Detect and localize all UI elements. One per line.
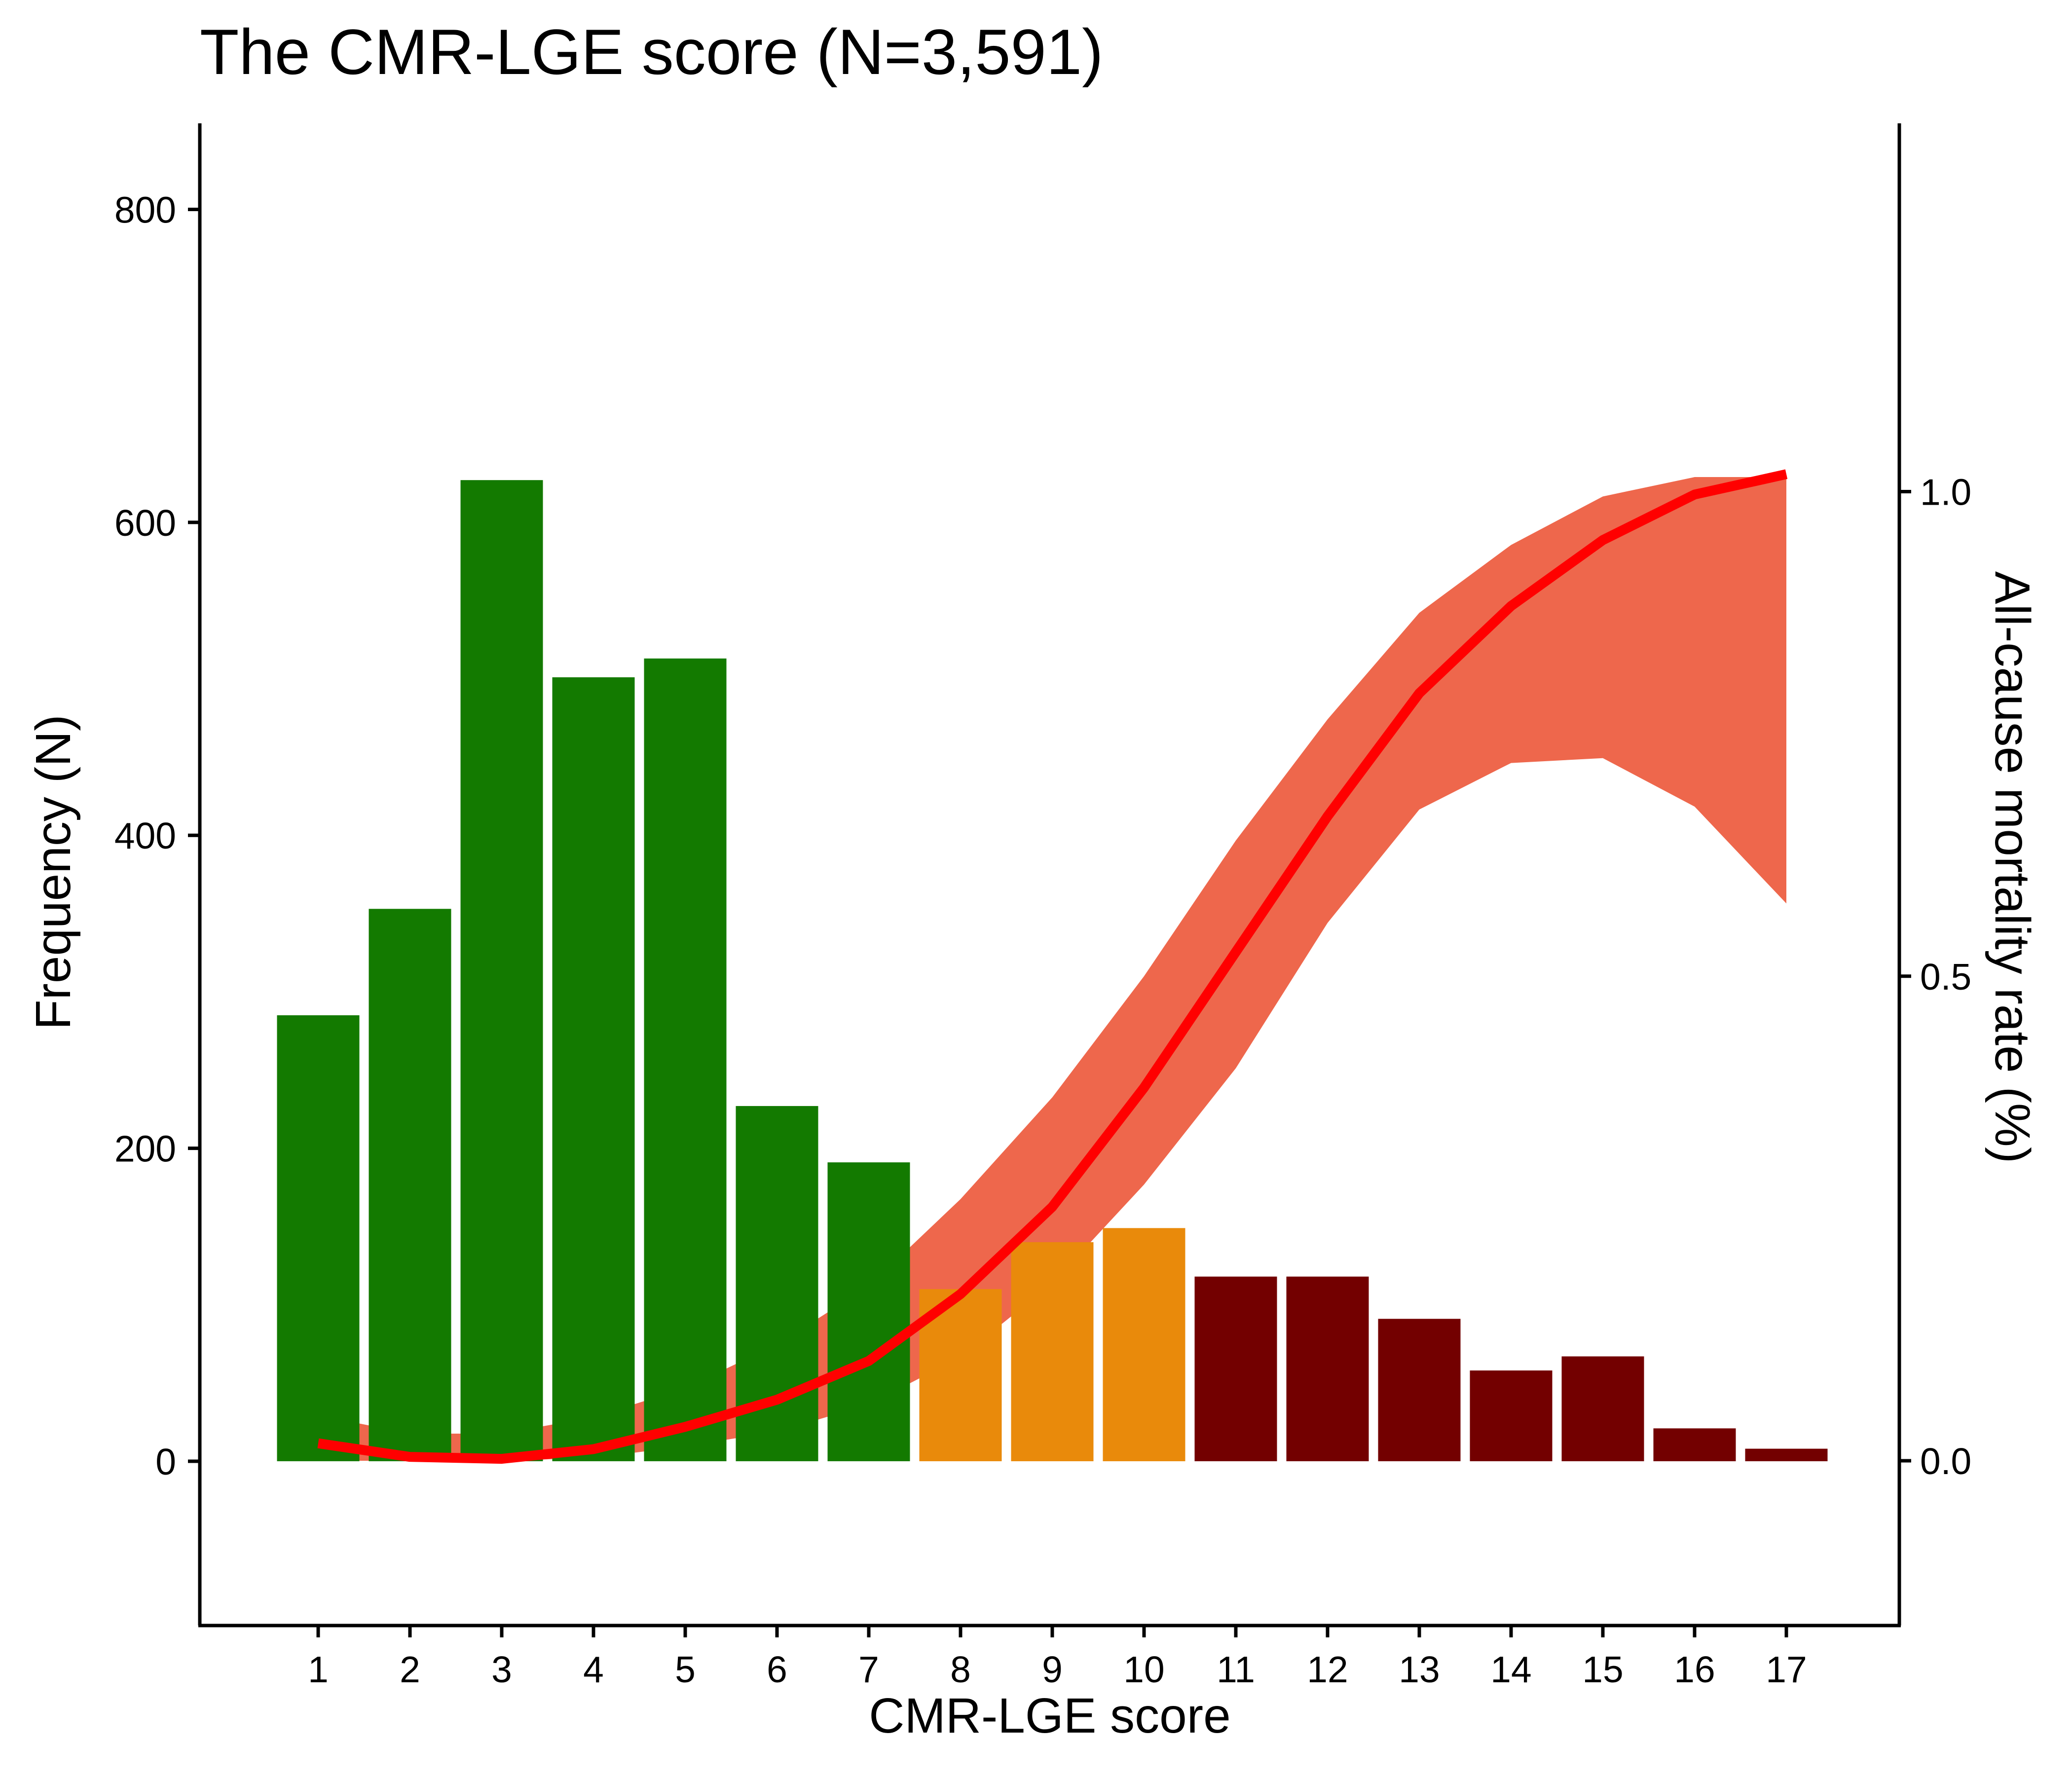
x-tick-label: 9	[1042, 1649, 1063, 1690]
bar-4	[552, 677, 635, 1461]
bar-13	[1378, 1319, 1461, 1461]
y-tick-label: 800	[114, 189, 176, 230]
bar-2	[369, 909, 451, 1461]
x-tick-label: 5	[675, 1649, 696, 1690]
x-tick-label: 6	[767, 1649, 787, 1690]
y-tick-label: 0	[155, 1441, 176, 1482]
bar-14	[1470, 1370, 1553, 1461]
x-tick-label: 13	[1399, 1649, 1440, 1690]
x-tick-label: 4	[583, 1649, 604, 1690]
x-tick-label: 15	[1582, 1649, 1623, 1690]
x-tick-label: 17	[1766, 1649, 1807, 1690]
x-tick-label: 1	[308, 1649, 329, 1690]
x-tick-label: 10	[1123, 1649, 1164, 1690]
x-tick-label: 12	[1307, 1649, 1348, 1690]
bar-5	[644, 658, 727, 1461]
x-axis-title: CMR-LGE score	[869, 1688, 1230, 1743]
x-tick-label: 3	[491, 1649, 512, 1690]
chart-title: The CMR-LGE score (N=3,591)	[200, 16, 1103, 88]
y-axis-title: Frequency (N)	[26, 714, 81, 1030]
y-tick-label: 200	[114, 1128, 176, 1170]
confidence-band	[318, 477, 1786, 1461]
x-tick-label: 11	[1217, 1649, 1255, 1690]
y-tick-label: 400	[114, 815, 176, 856]
y2-tick-label: 0.5	[1920, 956, 1971, 998]
mortality-rate-line	[317, 469, 1788, 1464]
x-tick-label: 7	[858, 1649, 879, 1690]
x-tick-label: 8	[950, 1649, 971, 1690]
y2-tick-label: 0.0	[1920, 1441, 1971, 1482]
bar-15	[1561, 1356, 1644, 1461]
confidence-band-layer	[318, 477, 1786, 1461]
bar-7	[827, 1162, 910, 1461]
bar-12	[1286, 1276, 1369, 1461]
y2-axis-title: All-cause mortality rate (%)	[1985, 571, 2040, 1163]
bar-10	[1103, 1228, 1185, 1461]
bar-1	[277, 1015, 360, 1461]
mortality-line-layer	[317, 469, 1788, 1464]
bar-11	[1194, 1276, 1277, 1461]
y-tick-label: 600	[114, 502, 176, 544]
x-tick-label: 14	[1490, 1649, 1531, 1690]
bar-9	[1011, 1242, 1094, 1461]
bar-17	[1745, 1448, 1828, 1461]
bar-16	[1653, 1428, 1736, 1461]
bar-3	[460, 480, 543, 1461]
y2-tick-label: 1.0	[1920, 472, 1971, 513]
x-tick-label: 2	[400, 1649, 420, 1690]
x-tick-label: 16	[1674, 1649, 1715, 1690]
bar-layer	[277, 480, 1828, 1461]
